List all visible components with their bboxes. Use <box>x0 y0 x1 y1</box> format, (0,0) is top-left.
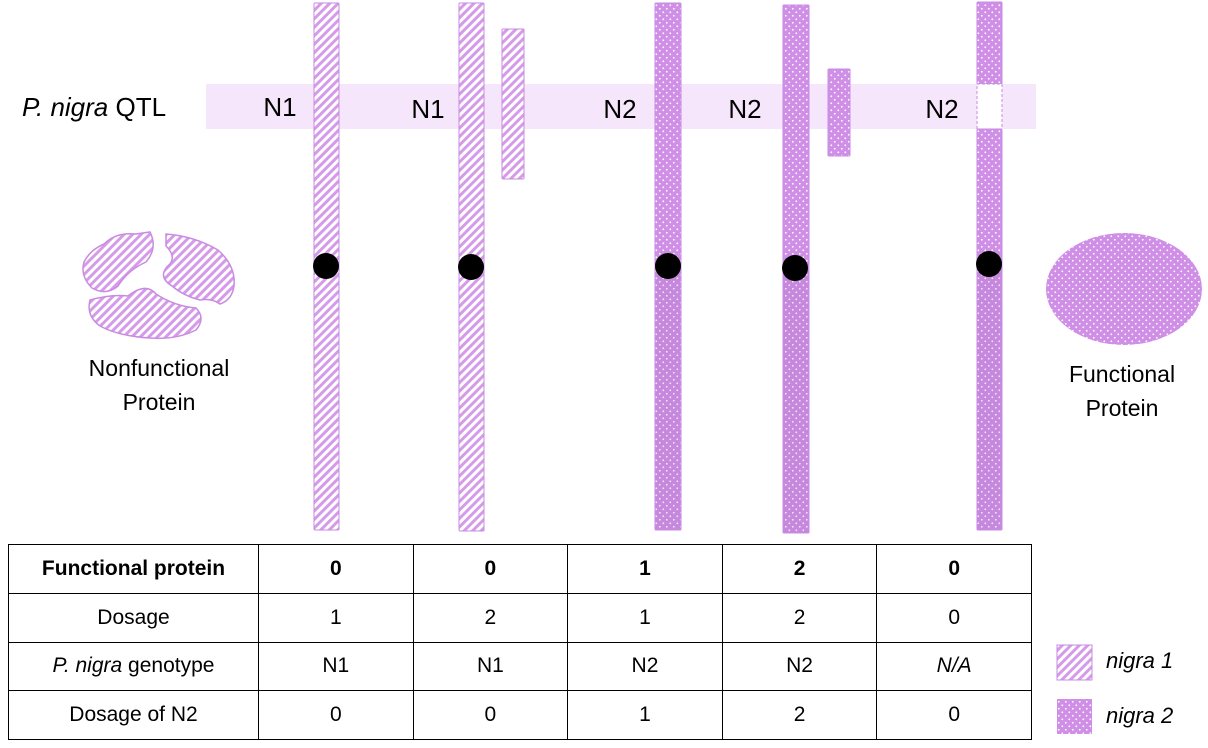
centromere-icon <box>976 251 1002 277</box>
chromosome-5 <box>976 1 1003 531</box>
row-header: Functional protein <box>8 544 259 594</box>
table-row-functional-protein: Functional protein 0 0 1 2 0 <box>8 544 1032 594</box>
table-cell: 1 <box>567 690 723 740</box>
chromosome-fragment <box>827 68 851 157</box>
table-cell: 0 <box>412 544 569 594</box>
qtl-band <box>206 84 1036 129</box>
centromere-icon <box>458 254 484 280</box>
nonfunctional-protein-label: Nonfunctional <box>89 355 230 381</box>
table-cell: 1 <box>567 544 723 594</box>
dotted-swatch-icon <box>1057 699 1092 734</box>
qtl-label: P. nigra QTL <box>22 92 166 122</box>
hatched-swatch-icon <box>1056 644 1093 681</box>
chromosome-label-4: N2 <box>728 94 761 124</box>
table-cell: 2 <box>721 690 878 740</box>
table-cell: 2 <box>721 592 878 643</box>
table-row-dosage: Dosage 1 2 1 2 0 <box>8 592 1032 643</box>
table-cell: 0 <box>876 690 1032 740</box>
table-cell: 1 <box>567 592 723 643</box>
table-cell: N1 <box>258 641 414 692</box>
table-cell: N/A <box>876 641 1032 692</box>
table-cell: N1 <box>412 641 569 692</box>
legend: nigra 1 nigra 2 <box>1056 644 1173 734</box>
table-cell: 0 <box>876 592 1032 643</box>
table-cell: 2 <box>412 592 569 643</box>
chromosome-1 <box>313 2 340 531</box>
chromosome-label-2: N1 <box>411 94 444 124</box>
table-cell: 0 <box>876 544 1032 594</box>
chromosome-4 <box>782 4 851 534</box>
functional-protein-label: Functional <box>1069 361 1175 387</box>
centromere-icon <box>782 255 808 281</box>
row-header: Dosage <box>8 592 259 643</box>
row-header: P. nigra genotype <box>8 641 259 692</box>
chromosome-label-3: N2 <box>603 94 636 124</box>
table-row-genotype: P. nigra genotype N1 N1 N2 N2 N/A <box>8 641 1032 692</box>
deletion-gap <box>976 83 1003 130</box>
row-header: Dosage of N2 <box>8 690 259 740</box>
table-cell: N2 <box>567 641 723 692</box>
centromere-icon <box>313 253 339 279</box>
centromere-icon <box>655 253 681 279</box>
table-cell: 2 <box>721 544 878 594</box>
genotype-table: Functional protein 0 0 1 2 0 Dosage 1 2 … <box>8 544 1032 740</box>
chromosome-2 <box>458 2 525 532</box>
chromosome-3 <box>654 2 682 531</box>
table-cell: 0 <box>258 544 414 594</box>
chromosome-label-5: N2 <box>925 94 958 124</box>
table-cell: 1 <box>258 592 414 643</box>
table-cell: N2 <box>721 641 878 692</box>
table-cell: 0 <box>412 690 569 740</box>
chromosome-fragment <box>501 28 525 180</box>
nonfunctional-protein-label-2: Protein <box>123 389 196 415</box>
nonfunctional-protein-icon <box>82 231 235 340</box>
legend-label-nigra2: nigra 2 <box>1106 703 1173 728</box>
functional-protein-label-2: Protein <box>1086 395 1159 421</box>
table-row-dosage-n2: Dosage of N2 0 0 1 2 0 <box>8 690 1032 740</box>
legend-label-nigra1: nigra 1 <box>1106 648 1173 673</box>
chromosome-label-1: N1 <box>263 92 296 122</box>
table-cell: 0 <box>258 690 414 740</box>
functional-protein-icon <box>1046 233 1202 345</box>
